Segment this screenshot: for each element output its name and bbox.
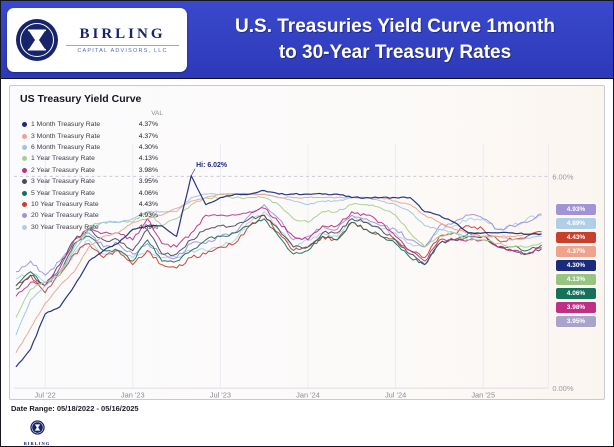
value-badge: 4.13% [556,274,596,285]
legend-item: 10 Year Treasury Rate 4.43% [22,199,163,210]
series-name: 3 Year Treasury Rate [31,178,95,186]
birling-logo-icon [16,18,58,61]
chart-title: US Treasury Yield Curve [20,93,142,105]
series-name: 30 Year Treasury Rate [31,223,99,231]
x-axis-tick: Jul '24 [385,391,406,399]
series-line [15,175,542,368]
series-value: 4.43% [138,200,158,208]
series-name: 3 Month Treasury Rate [31,132,101,140]
series-value: 4.30% [138,143,158,151]
y-axis-label-bottom: 0.00% [552,384,573,393]
series-color-dot [22,213,27,219]
x-axis-tick: Jul '23 [210,391,231,399]
series-name: 1 Month Treasury Rate [31,121,101,129]
value-badge: 4.30% [556,260,596,271]
series-color-dot [22,190,27,196]
series-name: 6 Month Treasury Rate [31,143,101,151]
legend: VAL 1 Month Treasury Rate 4.37% 3 Month Tr… [22,110,163,233]
series-color-dot [22,201,27,207]
series-value: 4.37% [138,121,158,129]
value-badge: 3.95% [556,316,596,327]
value-badge: 4.06% [556,288,596,299]
header-banner: BIRLING CAPITAL ADVISORS, LLC U.S. Treas… [1,1,613,79]
value-badge: 4.93% [556,204,596,215]
series-name: 20 Year Treasury Rate [31,212,99,220]
legend-item: 6 Month Treasury Rate 4.30% [22,142,163,153]
x-axis-tick: Jan '23 [121,391,145,399]
page-title-line1: U.S. Treasuries Yield Curve 1month [235,15,555,37]
series-value: 3.98% [138,166,158,174]
series-color-dot [22,122,27,128]
series-value: 4.06% [138,189,158,197]
series-color-dot [22,224,27,230]
footer: Date Range: 05/18/2022 - 05/16/2025 BIRL… [1,404,613,446]
series-line [15,207,542,297]
series-value: 3.95% [138,178,158,186]
series-value: 4.37% [138,132,158,140]
legend-val-header: VAL [151,110,163,117]
series-color-dot [22,179,27,185]
x-axis-tick: Jul '22 [35,391,56,399]
hi-annotation: Hi: 6.02% [196,162,227,169]
legend-rows: 1 Month Treasury Rate 4.37% 3 Month Treasu… [22,119,163,233]
brand-logo-box: BIRLING CAPITAL ADVISORS, LLC [7,7,187,72]
x-axis-tick: Jan '25 [471,391,495,399]
page-title: U.S. Treasuries Yield Curve 1month to 30… [187,14,613,65]
value-badge: 4.89% [556,218,596,229]
chart-panel: US Treasury Yield Curve Jul '22 Jan '23 Ju… [9,85,605,400]
value-badge: 4.43% [556,232,596,243]
date-range-label: Date Range: 05/18/2022 - 05/16/2025 [11,404,139,413]
value-badge: 3.98% [556,302,596,313]
legend-item: 1 Year Treasury Rate 4.13% [22,153,163,164]
page-title-line2: to 30-Year Treasury Rates [278,41,512,63]
legend-item: 30 Year Treasury Rate 4.89% [22,222,163,233]
footer-brand-name: BIRLING [23,441,51,446]
series-color-dot [22,156,27,162]
series-value: 4.89% [138,223,158,231]
legend-item: 3 Year Treasury Rate 3.95% [22,176,163,187]
legend-item: 20 Year Treasury Rate 4.93% [22,210,163,221]
series-value: 4.13% [138,155,158,163]
brand-subtitle: CAPITAL ADVISORS, LLC [66,44,179,54]
series-value: 4.93% [138,212,158,220]
value-badge: 4.37% [556,246,596,257]
x-axis-tick: Jan '24 [296,391,320,399]
series-color-dot [22,144,27,150]
y-axis-label-top: 6.00% [552,172,573,181]
series-name: 2 Year Treasury Rate [31,166,95,174]
legend-item: 3 Month Treasury Rate 4.37% [22,130,163,141]
legend-item: 5 Year Treasury Rate 4.06% [22,187,163,198]
series-name: 10 Year Treasury Rate [31,200,99,208]
legend-item: 2 Year Treasury Rate 3.98% [22,165,163,176]
legend-item: 1 Month Treasury Rate 4.37% [22,119,163,130]
brand-text: BIRLING CAPITAL ADVISORS, LLC [66,26,179,54]
series-line [15,192,542,354]
footer-logo: BIRLING CAPITAL ADVISORS, LLC [15,420,59,446]
brand-name: BIRLING [79,25,166,42]
yield-curve-plot: Jul '22 Jan '23 Jul '23 Jan '24 Jul '24 Jan '… [13,143,574,399]
series-color-dot [22,133,27,139]
series-name: 1 Year Treasury Rate [31,155,95,163]
birling-logo-small-icon [29,420,45,435]
series-color-dot [22,167,27,173]
series-name: 5 Year Treasury Rate [31,189,95,197]
